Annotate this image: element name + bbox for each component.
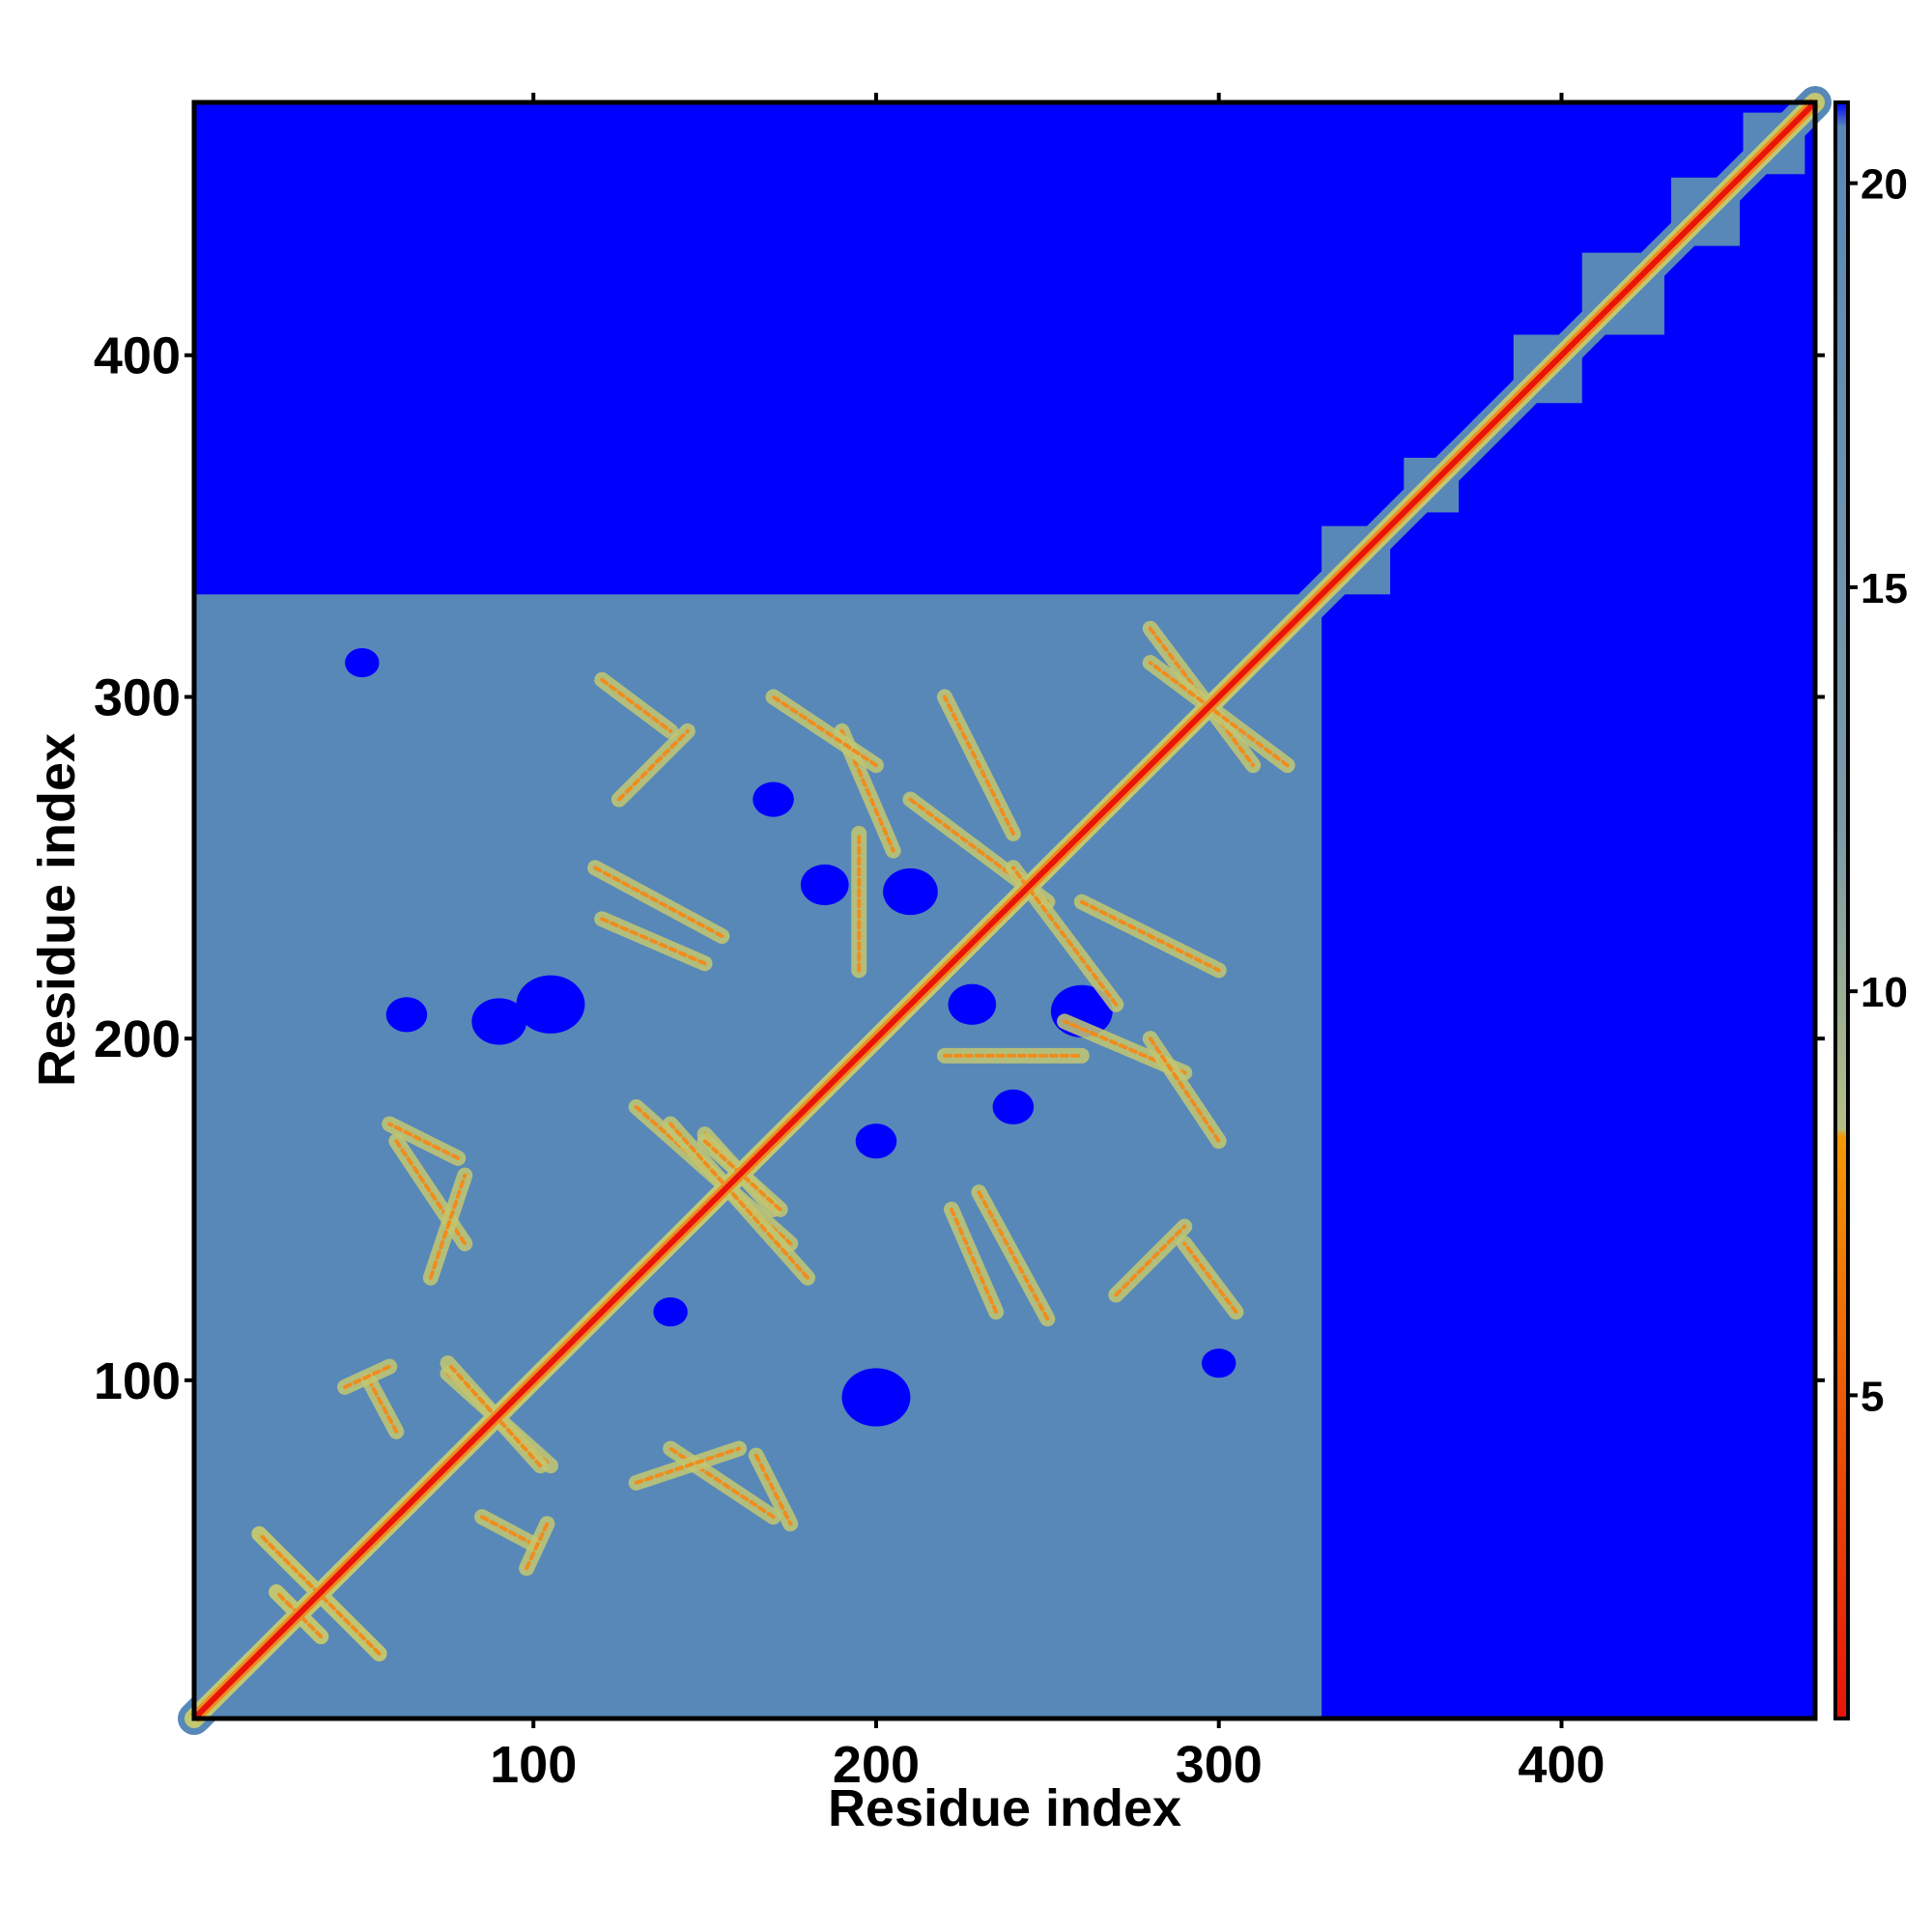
x-axis-label: Residue index xyxy=(828,1779,1181,1837)
colorbar-frame xyxy=(1833,100,1850,1720)
plot-frame xyxy=(191,99,1818,1721)
heatmap-hole xyxy=(841,1368,911,1427)
heatmap-hole xyxy=(948,983,997,1025)
heatmap-contact xyxy=(343,1364,392,1389)
y-axis: 100 200 300 400 xyxy=(94,327,194,1410)
heatmap-contact xyxy=(753,1453,793,1526)
heatmap-cells xyxy=(178,86,1832,1735)
x-tick-label: 300 xyxy=(1176,1736,1263,1794)
heatmap-hole xyxy=(883,867,938,916)
heatmap-contact-sym xyxy=(668,1122,810,1280)
y-tick-label: 200 xyxy=(94,1010,181,1068)
colorbar-gradient xyxy=(1835,102,1848,1719)
heatmap-contact-sym xyxy=(428,1173,468,1280)
heatmap-hole xyxy=(345,647,380,678)
heatmap-hole xyxy=(516,975,585,1034)
heatmap-hole xyxy=(471,998,527,1045)
heatmap-contact-sym xyxy=(950,1207,999,1315)
heatmap-hole xyxy=(653,1297,688,1327)
heatmap-contact xyxy=(634,1446,742,1485)
colorbar-tick-label: 15 xyxy=(1861,565,1908,612)
colorbar-tick-label: 5 xyxy=(1861,1373,1884,1420)
heatmap-plot-area xyxy=(178,86,1832,1735)
heatmap-contact xyxy=(600,677,673,733)
heatmap-contact-sym xyxy=(616,728,690,802)
heatmap-contact-sym xyxy=(942,695,1015,836)
heatmap-diagonal-red xyxy=(191,99,1818,1721)
heatmap-contact xyxy=(600,917,707,966)
x-tick-label: 400 xyxy=(1518,1736,1605,1794)
heatmap-hole xyxy=(855,1123,897,1159)
y-tick-label: 100 xyxy=(94,1352,181,1410)
heatmap-contact-sym xyxy=(1182,1241,1238,1315)
top-axis-ticks xyxy=(531,93,1564,102)
colorbar-tick-label: 20 xyxy=(1861,161,1908,209)
y-tick-label: 400 xyxy=(94,327,181,385)
y-axis-label: Residue index xyxy=(28,733,86,1087)
right-axis-ticks xyxy=(1815,353,1825,1382)
heatmap-contact-sym xyxy=(525,1521,550,1571)
colorbar-tick-label: 10 xyxy=(1861,969,1908,1016)
heatmap-hole xyxy=(800,864,849,906)
heatmap-contact xyxy=(1114,1224,1187,1297)
heatmap-hole xyxy=(753,781,794,817)
heatmap-hole xyxy=(1201,1349,1236,1378)
heatmap-contact xyxy=(1079,899,1221,973)
x-tick-label: 200 xyxy=(833,1736,920,1794)
heatmap-contact-sym xyxy=(771,695,878,768)
heatmap-contact-sym xyxy=(387,1122,461,1160)
heatmap-contact xyxy=(977,1190,1050,1321)
heatmap-contact-sym xyxy=(1148,661,1290,768)
heatmap-contact-sym xyxy=(366,1378,399,1434)
heatmap-contact-sym xyxy=(593,866,724,939)
colorbar-ticks: 5 10 15 20 xyxy=(1848,161,1908,1420)
x-axis: 100 200 300 400 xyxy=(490,1719,1605,1794)
colorbar: 5 10 15 20 xyxy=(1833,100,1908,1720)
heatmap-hole xyxy=(385,997,428,1033)
heatmap-hole xyxy=(992,1089,1035,1124)
x-tick-label: 100 xyxy=(490,1736,577,1794)
heatmap-contact xyxy=(479,1515,536,1547)
heatmap-contact xyxy=(1148,1037,1221,1144)
y-tick-label: 300 xyxy=(94,668,181,726)
heatmap-contact-sym xyxy=(702,1139,782,1211)
